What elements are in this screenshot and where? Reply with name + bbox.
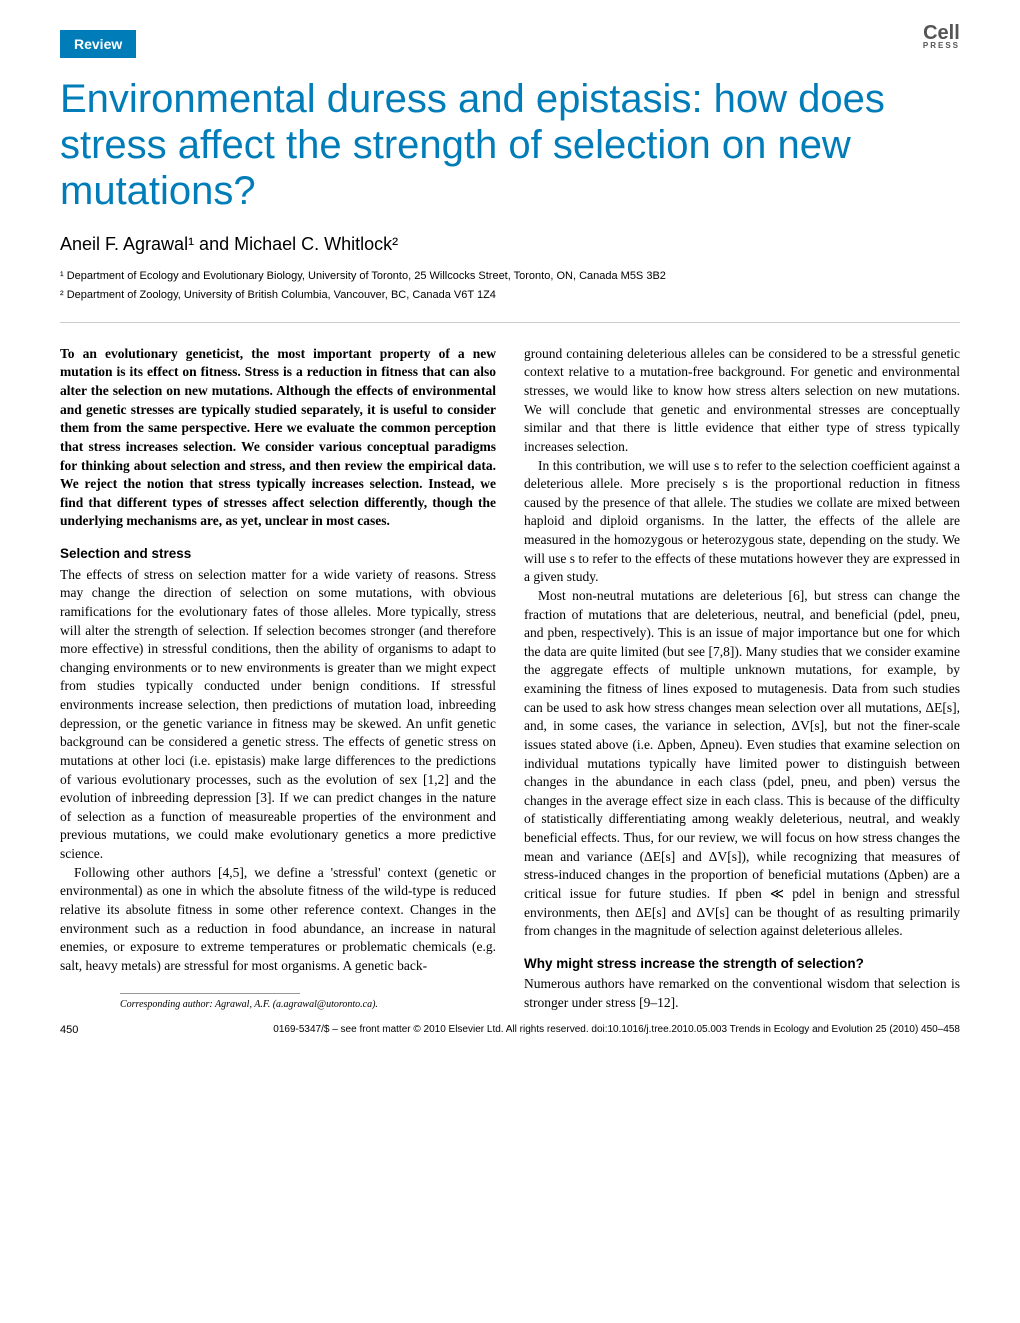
article-title: Environmental duress and epistasis: how …	[60, 76, 960, 214]
footnote-rule	[120, 993, 300, 994]
section-heading-why-stress: Why might stress increase the strength o…	[524, 955, 960, 974]
review-badge: Review	[60, 30, 136, 58]
section1-paragraph-2: Following other authors [4,5], we define…	[60, 864, 496, 976]
page-number: 450	[60, 1024, 78, 1036]
col2-paragraph-3: Most non-neutral mutations are deleterio…	[524, 587, 960, 941]
column-right: ground containing deleterious alleles ca…	[524, 345, 960, 1018]
section1-paragraph-1: The effects of stress on selection matte…	[60, 566, 496, 864]
body-columns: To an evolutionary geneticist, the most …	[60, 345, 960, 1018]
copyright-line: 0169-5347/$ – see front matter © 2010 El…	[273, 1024, 960, 1036]
affiliation-1: ¹ Department of Ecology and Evolutionary…	[60, 269, 960, 284]
affiliation-2: ² Department of Zoology, University of B…	[60, 288, 960, 303]
col2-paragraph-1: ground containing deleterious alleles ca…	[524, 345, 960, 457]
section2-paragraph-1: Numerous authors have remarked on the co…	[524, 975, 960, 1012]
publisher-logo: Cell PRESS	[923, 24, 960, 49]
column-left: To an evolutionary geneticist, the most …	[60, 345, 496, 1018]
section-heading-selection-stress: Selection and stress	[60, 545, 496, 564]
header-divider	[60, 322, 960, 323]
authors-line: Aneil F. Agrawal¹ and Michael C. Whitloc…	[60, 234, 960, 255]
page-footer: 450 0169-5347/$ – see front matter © 201…	[60, 1024, 960, 1036]
abstract-text: To an evolutionary geneticist, the most …	[60, 345, 496, 531]
corresponding-author: Corresponding author: Agrawal, A.F. (a.a…	[120, 998, 436, 1012]
logo-sub: PRESS	[923, 42, 960, 49]
col2-paragraph-2: In this contribution, we will use s to r…	[524, 457, 960, 587]
